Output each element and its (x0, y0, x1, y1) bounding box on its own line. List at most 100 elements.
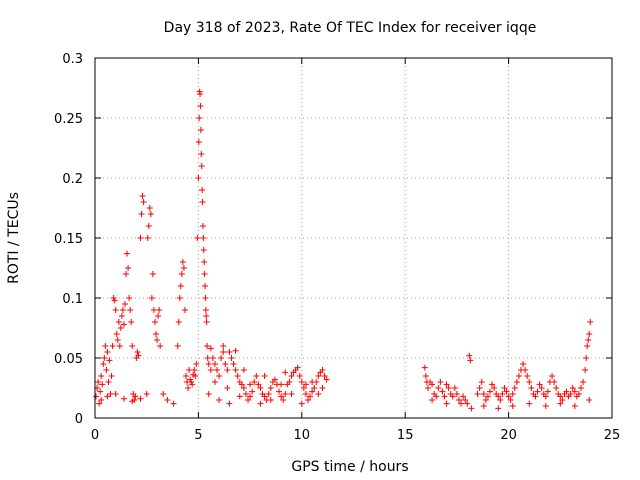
data-point (553, 385, 560, 391)
y-axis-label: ROTI / TECUs (6, 192, 22, 284)
chart-title: Day 318 of 2023, Rate Of TEC Index for r… (164, 20, 537, 36)
data-point (218, 355, 225, 361)
data-point (224, 367, 231, 373)
data-point (135, 352, 142, 359)
y-tick-label: 0.2 (62, 172, 83, 187)
data-point (421, 364, 428, 371)
data-point (124, 250, 131, 257)
y-tick-label: 0.1 (62, 292, 83, 307)
data-point (528, 385, 535, 391)
data-point (120, 395, 127, 402)
data-point (97, 388, 104, 395)
data-point (315, 391, 322, 397)
data-point (585, 337, 592, 343)
data-point (143, 391, 150, 397)
data-point (157, 343, 164, 349)
data-point (509, 391, 516, 397)
data-point (509, 403, 516, 409)
data-point (515, 373, 522, 379)
x-tick-label: 5 (194, 428, 202, 443)
data-point (563, 388, 570, 395)
data-point (137, 395, 144, 402)
data-point (199, 199, 206, 205)
data-point (422, 373, 429, 379)
gridlines (95, 58, 612, 418)
data-point (196, 115, 203, 121)
data-point (255, 381, 262, 388)
data-point (220, 343, 227, 349)
data-point (536, 381, 543, 388)
data-point (542, 393, 549, 400)
data-point (280, 397, 287, 403)
data-point (526, 379, 533, 385)
data-point (482, 397, 489, 403)
x-tick-label: 10 (294, 428, 311, 443)
data-point (147, 211, 154, 217)
data-point (298, 379, 305, 385)
data-point (186, 367, 193, 373)
data-point (137, 235, 144, 241)
data-point (476, 385, 483, 391)
data-point (499, 391, 506, 397)
data-point (216, 373, 223, 379)
data-point (429, 381, 436, 388)
data-point (240, 367, 247, 373)
data-point (242, 391, 249, 397)
data-point (149, 271, 156, 277)
data-point (191, 367, 198, 373)
data-point (222, 361, 229, 367)
data-point (105, 379, 112, 385)
data-point (109, 343, 116, 349)
data-point (132, 393, 139, 400)
data-point (197, 103, 204, 109)
data-point (300, 385, 307, 391)
data-point (583, 355, 590, 361)
data-point (433, 393, 440, 400)
data-point (513, 379, 520, 385)
data-point (179, 259, 186, 265)
data-point (261, 373, 268, 379)
data-point (145, 223, 152, 229)
data-point (577, 385, 584, 391)
data-point (155, 313, 162, 319)
data-point (118, 313, 125, 319)
data-point (112, 307, 119, 313)
data-point (102, 343, 109, 349)
data-point (160, 391, 167, 397)
data-point (251, 379, 258, 385)
data-point (278, 381, 285, 388)
data-point (198, 163, 205, 169)
data-point (121, 301, 128, 307)
data-point (271, 376, 278, 383)
data-point (441, 393, 448, 400)
data-point (296, 373, 303, 379)
data-point (240, 385, 247, 391)
data-point (480, 391, 487, 397)
data-points (93, 88, 594, 412)
data-point (103, 367, 110, 373)
data-point (146, 205, 153, 211)
data-point (534, 388, 541, 395)
data-point (437, 379, 444, 385)
x-tick-label: 20 (500, 428, 517, 443)
data-point (302, 391, 309, 397)
data-point (507, 397, 514, 403)
data-point (551, 379, 558, 385)
data-point (207, 345, 214, 352)
data-point (505, 393, 512, 400)
data-point (115, 319, 122, 325)
y-tick-label: 0.05 (54, 352, 83, 367)
data-point (294, 364, 301, 371)
data-point (460, 393, 467, 400)
data-point (474, 391, 481, 397)
data-point (106, 357, 113, 364)
data-point (100, 361, 107, 367)
data-point (486, 388, 493, 395)
plot-frame (94, 57, 613, 419)
x-tick-label: 0 (91, 428, 99, 443)
data-point (439, 388, 446, 395)
y-tick-label: 0.3 (62, 52, 83, 67)
data-point (195, 175, 202, 181)
data-point (484, 393, 491, 400)
